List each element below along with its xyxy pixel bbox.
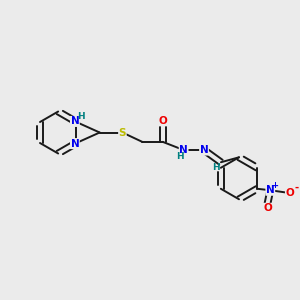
Text: N: N: [266, 185, 275, 195]
Text: N: N: [70, 139, 79, 148]
Text: O: O: [158, 116, 167, 126]
Text: H: H: [212, 163, 220, 172]
Text: H: H: [77, 112, 85, 121]
Text: O: O: [263, 203, 272, 213]
Text: H: H: [176, 152, 183, 161]
Text: N: N: [70, 116, 79, 126]
Text: N: N: [200, 145, 208, 155]
Text: S: S: [119, 128, 126, 137]
Text: +: +: [271, 182, 278, 190]
Text: O: O: [286, 188, 294, 198]
Text: -: -: [294, 182, 298, 192]
Text: N: N: [179, 145, 188, 155]
